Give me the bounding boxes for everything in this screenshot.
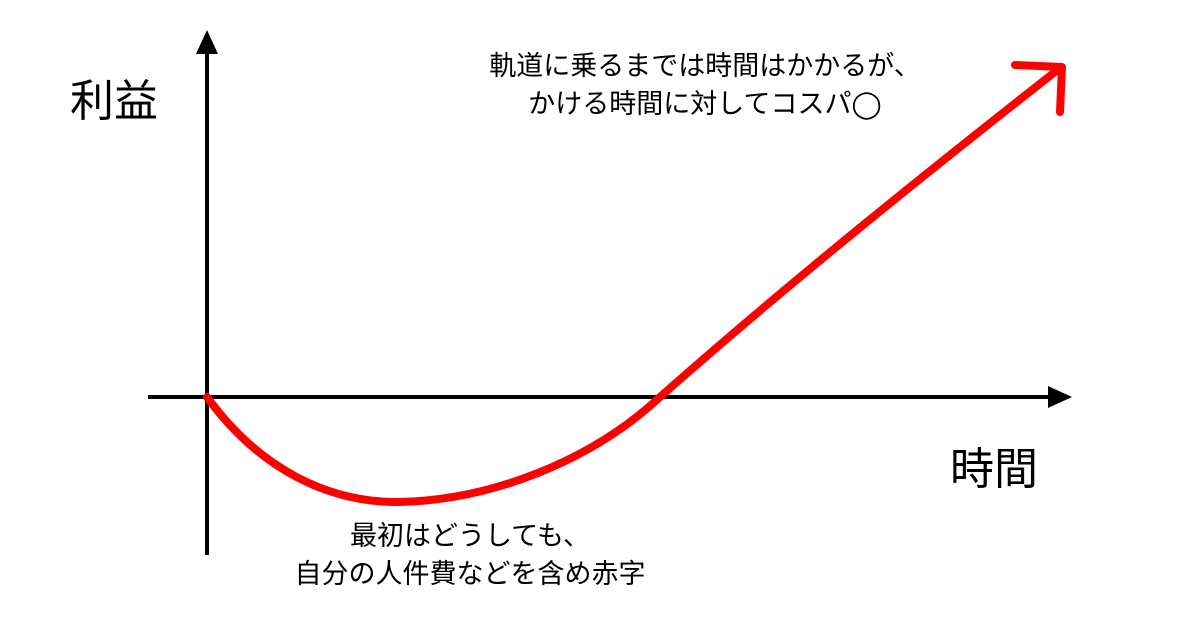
x-axis-label: 時間: [950, 444, 1038, 495]
profit-curve: [203, 64, 1064, 507]
bottom-annotation: 最初はどうしても、 自分の人件費などを含め赤字: [250, 518, 690, 594]
curve-arrowhead: [1011, 61, 1066, 116]
x-axis: [148, 386, 1072, 408]
x-axis-arrowhead: [1048, 386, 1072, 408]
bottom-annotation-line-1: 最初はどうしても、: [349, 521, 591, 552]
y-axis: [196, 30, 218, 555]
top-annotation-line-2: かける時間に対してコスパ◯: [528, 89, 882, 120]
y-axis-label: 利益: [70, 76, 158, 127]
y-axis-arrowhead: [196, 30, 218, 54]
top-annotation: 軌道に乗るまでは時間はかかるが、 かける時間に対してコスパ◯: [470, 48, 940, 124]
bottom-annotation-line-2: 自分の人件費などを含め赤字: [294, 559, 646, 590]
top-annotation-line-1: 軌道に乗るまでは時間はかかるが、: [489, 51, 921, 82]
